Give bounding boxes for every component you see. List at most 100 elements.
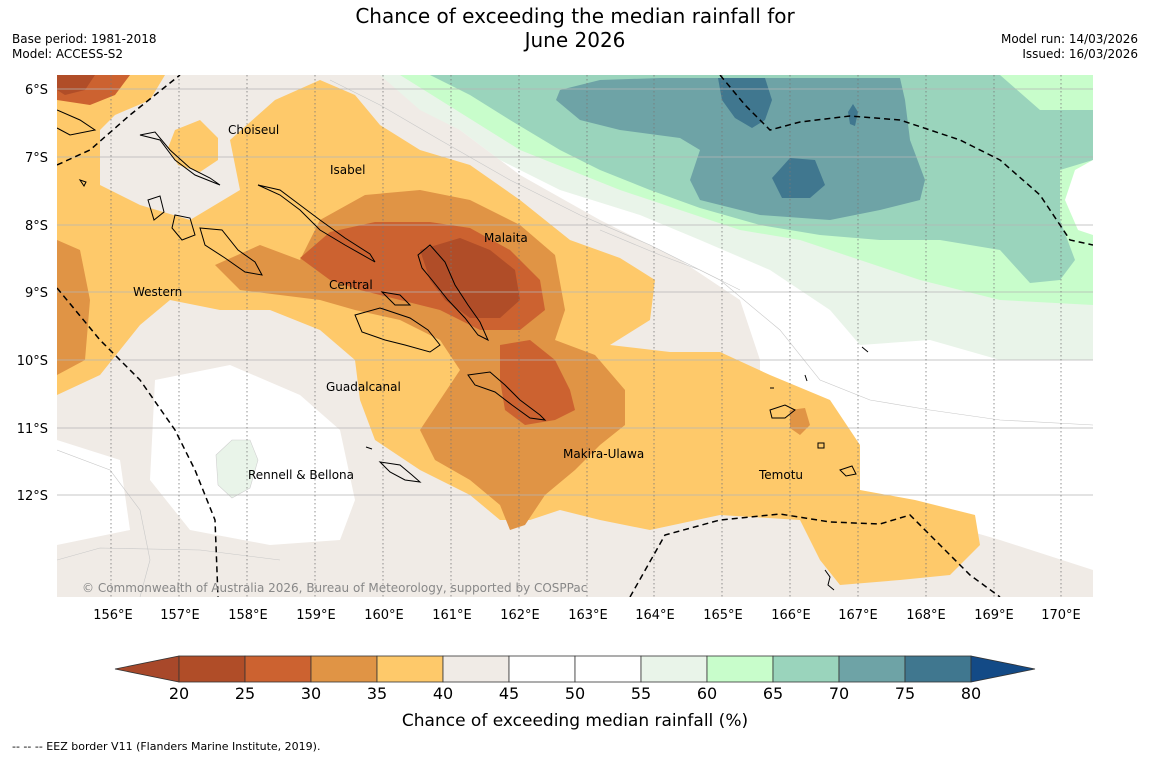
colorbar-cell	[904, 655, 972, 683]
lat-label: 8°S	[25, 219, 48, 234]
band-50-white-east	[1065, 160, 1093, 235]
lon-label: 158°E	[228, 608, 268, 623]
eez-footnote: -- -- -- EEZ border V11 (Flanders Marine…	[12, 740, 321, 753]
band-20-25-nw	[57, 75, 95, 95]
colorbar-cell	[574, 655, 642, 683]
colorbar-cells	[178, 655, 972, 683]
meta-right: Model run: 14/03/2026 Issued: 16/03/2026	[1001, 32, 1138, 62]
colorbar-tick: 65	[763, 684, 783, 703]
colorbar-tick: 35	[367, 684, 387, 703]
guadalcanal-island	[354, 307, 441, 353]
meta-left: Base period: 1981-2018 Model: ACCESS-S2	[12, 32, 157, 62]
lon-label: 156°E	[93, 608, 133, 623]
lon-label: 157°E	[160, 608, 200, 623]
province-labels: Choiseul Isabel Malaita Western Central …	[133, 123, 803, 482]
western-island-3	[147, 195, 165, 221]
label-central: Central	[329, 278, 373, 292]
colorbar-cell	[508, 655, 576, 683]
lon-label: 164°E	[635, 608, 675, 623]
lat-label: 6°S	[25, 83, 48, 98]
colorbar-tick: 30	[301, 684, 321, 703]
colorbar-tick: 25	[235, 684, 255, 703]
island-small-4	[365, 446, 373, 450]
colorbar-over-arrow	[970, 655, 1036, 683]
label-guadalcanal: Guadalcanal	[326, 380, 401, 394]
label-isabel: Isabel	[330, 163, 365, 177]
colorbar-tick: 50	[565, 684, 585, 703]
band-75-80-center	[772, 158, 825, 198]
colorbar-ticks: 20 25 30 35 40 45 50 55 60 65 70 75 80	[169, 684, 981, 703]
colorbar-tick: 75	[895, 684, 915, 703]
island-small-2	[861, 346, 869, 353]
colorbar-tick: 20	[169, 684, 189, 703]
colorbar-cell	[838, 655, 906, 683]
temotu-island-1	[839, 465, 857, 477]
label-choiseul: Choiseul	[228, 123, 279, 137]
lon-label: 160°E	[364, 608, 404, 623]
title-line-1: Chance of exceeding the median rainfall …	[355, 4, 795, 28]
lon-label: 168°E	[906, 608, 946, 623]
label-temotu: Temotu	[758, 468, 803, 482]
santa-cruz-island	[769, 404, 796, 419]
issued-date: Issued: 16/03/2026	[1022, 47, 1138, 61]
longitude-grid	[110, 75, 1062, 597]
colorbar-cell	[376, 655, 444, 683]
lon-label: 166°E	[771, 608, 811, 623]
lat-label: 12°S	[17, 489, 48, 504]
colorbar-tick: 60	[697, 684, 717, 703]
band-75-80-north	[718, 78, 772, 128]
colorbar-cell	[772, 655, 840, 683]
lat-label: 11°S	[17, 422, 48, 437]
copyright-text: © Commonwealth of Australia 2026, Bureau…	[82, 581, 587, 595]
western-island-2	[199, 227, 263, 276]
colorbar: 20 25 30 35 40 45 50 55 60 65 70 75 80 C…	[114, 655, 1036, 731]
label-malaita: Malaita	[484, 231, 528, 245]
choiseul-island	[139, 131, 221, 186]
temotu-island-3	[824, 569, 835, 591]
band-75-80-small	[848, 104, 858, 126]
lat-axis: 6°S 7°S 8°S 9°S 10°S 11°S 12°S	[17, 83, 48, 504]
island-small-3	[804, 374, 808, 382]
colorbar-cell	[640, 655, 708, 683]
lat-label: 10°S	[17, 354, 48, 369]
label-makira-ulawa: Makira-Ulawa	[563, 447, 644, 461]
colorbar-tick: 45	[499, 684, 519, 703]
colorbar-cell	[706, 655, 774, 683]
contour-lines	[57, 79, 1093, 597]
latitude-grid	[57, 88, 1093, 496]
malaita-island	[417, 244, 490, 342]
title-line-2: June 2026	[524, 28, 626, 52]
western-island-1	[171, 214, 196, 241]
lon-label: 169°E	[974, 608, 1014, 623]
model-name: Model: ACCESS-S2	[12, 47, 124, 61]
colorbar-label: Chance of exceeding median rainfall (%)	[402, 711, 748, 731]
lon-axis: 156°E 157°E 158°E 159°E 160°E 161°E 162°…	[93, 608, 1081, 623]
lat-label: 7°S	[25, 151, 48, 166]
map-area: Choiseul Isabel Malaita Western Central …	[57, 75, 1093, 597]
central-islands	[380, 291, 412, 306]
lon-label: 170°E	[1041, 608, 1081, 623]
eez-border	[57, 75, 1093, 597]
lon-label: 161°E	[432, 608, 472, 623]
map-title: Chance of exceeding the median rainfall …	[0, 4, 1150, 52]
bougainville-coast	[57, 109, 97, 136]
temotu-island-2	[817, 442, 825, 449]
rennell-island	[378, 461, 422, 483]
colorbar-tick: 70	[829, 684, 849, 703]
colorbar-cell	[442, 655, 510, 683]
colorbar-cell	[310, 655, 378, 683]
label-western: Western	[133, 285, 182, 299]
band-20-25	[420, 238, 520, 318]
lon-label: 167°E	[838, 608, 878, 623]
label-rennell-bellona: Rennell & Bellona	[248, 468, 354, 482]
isabel-island	[257, 184, 376, 263]
model-run: Model run: 14/03/2026	[1000, 32, 1138, 46]
lat-label: 9°S	[25, 286, 48, 301]
base-period: Base period: 1981-2018	[12, 32, 157, 46]
lon-label: 165°E	[703, 608, 743, 623]
band-55-60-patch	[215, 439, 259, 499]
makira-island	[467, 371, 547, 421]
band-70-75	[556, 78, 925, 220]
lon-label: 162°E	[500, 608, 540, 623]
